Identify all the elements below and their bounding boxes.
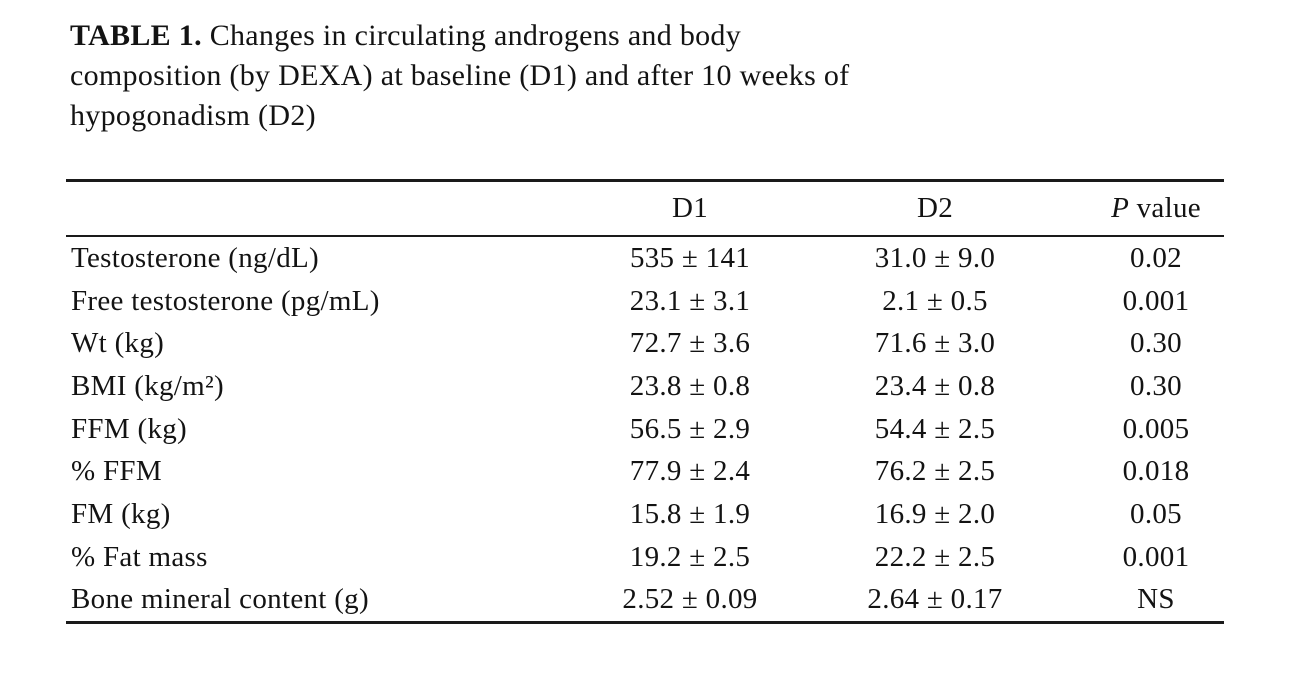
header-cell-d2: D2 [916, 192, 954, 224]
cell-d1: 535 ± 141 [629, 241, 751, 274]
cell-d2: 16.9 ± 2.0 [874, 497, 996, 530]
row-label: FM (kg) [71, 497, 171, 530]
table-caption-number: TABLE 1. [70, 19, 202, 52]
cell-d2: 2.1 ± 0.5 [882, 284, 988, 317]
cell-d2: 22.2 ± 2.5 [874, 540, 996, 573]
row-label: Testosterone (ng/dL) [71, 241, 319, 274]
cell-d2: 23.4 ± 0.8 [874, 369, 996, 402]
table-row: Wt (kg) 72.7 ± 3.6 71.6 ± 3.0 0.30 [66, 322, 1224, 365]
cell-d1: 23.8 ± 0.8 [629, 369, 751, 402]
cell-pvalue: 0.30 [1130, 327, 1182, 360]
table-caption: TABLE 1. Changes in circulating androgen… [70, 16, 1210, 136]
table-row: Bone mineral content (g) 2.52 ± 0.09 2.6… [66, 578, 1224, 621]
table-caption-line1: Changes in circulating androgens and bod… [201, 19, 742, 52]
table-row: FM (kg) 15.8 ± 1.9 16.9 ± 2.0 0.05 [66, 493, 1224, 536]
cell-d1: 56.5 ± 2.9 [629, 412, 751, 445]
table-row: % Fat mass 19.2 ± 2.5 22.2 ± 2.5 0.001 [66, 536, 1224, 579]
cell-d1: 19.2 ± 2.5 [629, 540, 751, 573]
cell-pvalue: 0.001 [1122, 284, 1190, 317]
cell-pvalue: NS [1137, 583, 1175, 616]
cell-d2: 76.2 ± 2.5 [874, 455, 996, 488]
cell-d2: 31.0 ± 9.0 [874, 241, 996, 274]
table-body: Testosterone (ng/dL) 535 ± 141 31.0 ± 9.… [66, 237, 1224, 621]
header-cell-pvalue: P value [1088, 192, 1224, 225]
cell-d1: 72.7 ± 3.6 [629, 327, 751, 360]
table-top-rule [66, 179, 1224, 182]
pvalue-symbol: P [1111, 192, 1130, 224]
table-row: FFM (kg) 56.5 ± 2.9 54.4 ± 2.5 0.005 [66, 408, 1224, 451]
row-label: Wt (kg) [71, 327, 165, 360]
cell-d2: 54.4 ± 2.5 [874, 412, 996, 445]
cell-d1: 15.8 ± 1.9 [629, 497, 751, 530]
row-label: Free testosterone (pg/mL) [71, 284, 380, 317]
cell-d2: 2.64 ± 0.17 [867, 583, 1003, 616]
header-cell-d1: D1 [671, 192, 709, 224]
row-label: Bone mineral content (g) [71, 583, 369, 616]
cell-pvalue: 0.02 [1130, 241, 1182, 274]
table-row: BMI (kg/m²) 23.8 ± 0.8 23.4 ± 0.8 0.30 [66, 365, 1224, 408]
paper-page: TABLE 1. Changes in circulating androgen… [66, 0, 1224, 688]
row-label: % Fat mass [71, 540, 208, 573]
row-label: FFM (kg) [71, 412, 188, 445]
cell-pvalue: 0.005 [1122, 412, 1190, 445]
row-label: % FFM [71, 455, 162, 488]
table-header-rule [66, 235, 1224, 237]
cell-d1: 23.1 ± 3.1 [629, 284, 751, 317]
table-row: Free testosterone (pg/mL) 23.1 ± 3.1 2.1… [66, 280, 1224, 323]
table-caption-line2: composition (by DEXA) at baseline (D1) a… [70, 59, 850, 92]
cell-d1: 77.9 ± 2.4 [629, 455, 751, 488]
pvalue-word: value [1129, 192, 1201, 224]
cell-pvalue: 0.05 [1130, 497, 1182, 530]
table-row: % FFM 77.9 ± 2.4 76.2 ± 2.5 0.018 [66, 450, 1224, 493]
table-header-row: D1 D2 P value [66, 182, 1224, 235]
table-row: Testosterone (ng/dL) 535 ± 141 31.0 ± 9.… [66, 237, 1224, 280]
table-bottom-rule [66, 621, 1224, 624]
row-label: BMI (kg/m²) [71, 369, 224, 402]
cell-pvalue: 0.001 [1122, 540, 1190, 573]
cell-pvalue: 0.018 [1122, 455, 1190, 488]
cell-d2: 71.6 ± 3.0 [874, 327, 996, 360]
cell-d1: 2.52 ± 0.09 [622, 583, 758, 616]
table-caption-line3: hypogonadism (D2) [70, 99, 316, 132]
cell-pvalue: 0.30 [1130, 369, 1182, 402]
